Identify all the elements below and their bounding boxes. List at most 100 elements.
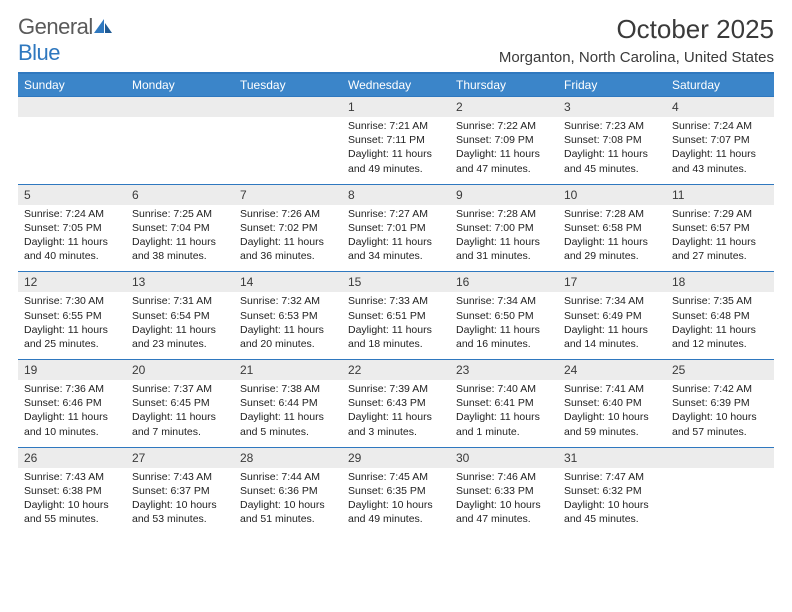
day-number: 29 [342,448,450,468]
day-header: Wednesday [342,74,450,96]
day-body: Sunrise: 7:30 AMSunset: 6:55 PMDaylight:… [18,292,126,359]
header: GeneralBlue October 2025 Morganton, Nort… [18,14,774,66]
sunrise-line: Sunrise: 7:32 AM [240,294,336,308]
daylight-line: Daylight: 11 hours and 23 minutes. [132,323,228,351]
day-number: 14 [234,272,342,292]
day-number: 10 [558,185,666,205]
page-subtitle: Morganton, North Carolina, United States [499,49,774,66]
sunrise-line: Sunrise: 7:30 AM [24,294,120,308]
day-number: 12 [18,272,126,292]
day-body-empty [126,117,234,184]
day-body: Sunrise: 7:33 AMSunset: 6:51 PMDaylight:… [342,292,450,359]
sunset-line: Sunset: 6:35 PM [348,484,444,498]
sunrise-line: Sunrise: 7:26 AM [240,207,336,221]
sunset-line: Sunset: 6:51 PM [348,309,444,323]
day-header: Friday [558,74,666,96]
sunset-line: Sunset: 6:46 PM [24,396,120,410]
sunrise-line: Sunrise: 7:34 AM [564,294,660,308]
daylight-line: Daylight: 10 hours and 53 minutes. [132,498,228,526]
sunset-line: Sunset: 7:08 PM [564,133,660,147]
day-number-empty [126,97,234,117]
day-body: Sunrise: 7:31 AMSunset: 6:54 PMDaylight:… [126,292,234,359]
calendar-week: 567891011Sunrise: 7:24 AMSunset: 7:05 PM… [18,184,774,272]
day-number: 17 [558,272,666,292]
sunrise-line: Sunrise: 7:38 AM [240,382,336,396]
day-number-row: 12131415161718 [18,272,774,292]
sunrise-line: Sunrise: 7:42 AM [672,382,768,396]
sunrise-line: Sunrise: 7:27 AM [348,207,444,221]
daylight-line: Daylight: 11 hours and 45 minutes. [564,147,660,175]
day-body: Sunrise: 7:32 AMSunset: 6:53 PMDaylight:… [234,292,342,359]
sunset-line: Sunset: 6:32 PM [564,484,660,498]
day-body: Sunrise: 7:43 AMSunset: 6:37 PMDaylight:… [126,468,234,535]
day-body: Sunrise: 7:28 AMSunset: 6:58 PMDaylight:… [558,205,666,272]
sunset-line: Sunset: 6:39 PM [672,396,768,410]
day-body: Sunrise: 7:27 AMSunset: 7:01 PMDaylight:… [342,205,450,272]
day-body: Sunrise: 7:44 AMSunset: 6:36 PMDaylight:… [234,468,342,535]
day-body-row: Sunrise: 7:43 AM Sunset: 6:38 PM Daylight:… [18,468,774,535]
day-body: Sunrise: 7:25 AMSunset: 7:04 PMDaylight:… [126,205,234,272]
day-number-row: 567891011 [18,185,774,205]
day-body: Sunrise: 7:26 AMSunset: 7:02 PMDaylight:… [234,205,342,272]
sunset-line: Sunset: 6:54 PM [132,309,228,323]
sunrise-line: Sunrise: 7:43 AM [132,470,228,484]
day-number: 20 [126,360,234,380]
sunrise-line: Sunrise: 7:31 AM [132,294,228,308]
day-number-row: 262728293031 [18,448,774,468]
page-title: October 2025 [499,14,774,45]
day-number: 22 [342,360,450,380]
daylight-line: Daylight: 11 hours and 36 minutes. [240,235,336,263]
day-body: Sunrise: 7:37 AMSunset: 6:45 PMDaylight:… [126,380,234,447]
sunset-line: Sunset: 7:01 PM [348,221,444,235]
day-body: Sunrise: 7:22 AMSunset: 7:09 PMDaylight:… [450,117,558,184]
day-number-row: 19202122232425 [18,360,774,380]
sunset-line: Sunset: 6:45 PM [132,396,228,410]
sunrise-line: Sunrise: 7:34 AM [456,294,552,308]
sunset-line: Sunset: 6:43 PM [348,396,444,410]
day-number: 4 [666,97,774,117]
sunrise-line: Sunrise: 7:22 AM [456,119,552,133]
day-number-row: 1234 [18,97,774,117]
day-number: 19 [18,360,126,380]
daylight-line: Daylight: 11 hours and 29 minutes. [564,235,660,263]
day-header: Sunday [18,74,126,96]
sunrise-line: Sunrise: 7:29 AM [672,207,768,221]
day-number-empty [234,97,342,117]
sunset-line: Sunset: 6:44 PM [240,396,336,410]
day-number: 27 [126,448,234,468]
day-header: Thursday [450,74,558,96]
sunrise-line: Sunrise: 7:25 AM [132,207,228,221]
daylight-line: Daylight: 11 hours and 43 minutes. [672,147,768,175]
daylight-line: Daylight: 11 hours and 20 minutes. [240,323,336,351]
day-number: 13 [126,272,234,292]
sunset-line: Sunset: 6:38 PM [24,484,120,498]
calendar: SundayMondayTuesdayWednesdayThursdayFrid… [18,72,774,534]
calendar-week: 19202122232425Sunrise: 7:36 AMSunset: 6:… [18,359,774,447]
sunrise-line: Sunrise: 7:36 AM [24,382,120,396]
day-number: 8 [342,185,450,205]
sunrise-line: Sunrise: 7:40 AM [456,382,552,396]
sunset-line: Sunset: 7:05 PM [24,221,120,235]
sunset-line: Sunset: 6:33 PM [456,484,552,498]
sunset-line: Sunset: 6:48 PM [672,309,768,323]
calendar-week: 1234Sunrise: 7:21 AMSunset: 7:11 PMDayli… [18,96,774,184]
sunrise-line: Sunrise: 7:21 AM [348,119,444,133]
day-body: Sunrise: 7:38 AMSunset: 6:44 PMDaylight:… [234,380,342,447]
daylight-line: Daylight: 11 hours and 7 minutes. [132,410,228,438]
daylight-line: Daylight: 11 hours and 18 minutes. [348,323,444,351]
day-number: 28 [234,448,342,468]
day-number: 24 [558,360,666,380]
day-body-empty [234,117,342,184]
daylight-line: Daylight: 11 hours and 5 minutes. [240,410,336,438]
daylight-line: Daylight: 11 hours and 1 minute. [456,410,552,438]
daylight-line: Daylight: 11 hours and 31 minutes. [456,235,552,263]
day-body: Sunrise: 7:43 AMSunset: 6:38 PMDaylight:… [18,468,126,535]
day-number: 31 [558,448,666,468]
day-number-empty [18,97,126,117]
daylight-line: Daylight: 11 hours and 16 minutes. [456,323,552,351]
day-body-row: Sunrise: 7:21 AMSunset: 7:11 PMDaylight:… [18,117,774,184]
day-body: Sunrise: 7:24 AMSunset: 7:05 PMDaylight:… [18,205,126,272]
daylight-line: Daylight: 10 hours and 47 minutes. [456,498,552,526]
day-number-empty [666,448,774,468]
day-number: 26 [18,448,126,468]
